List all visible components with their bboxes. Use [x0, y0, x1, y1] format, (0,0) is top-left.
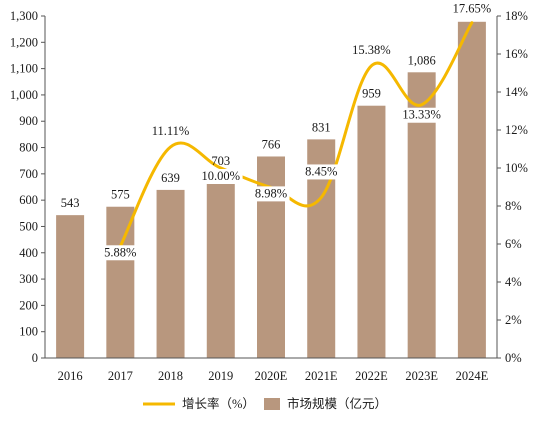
x-axis-ticks: 2016 2017 2018 2019 2020E 2021E 2022E 2023E 2024… [58, 369, 489, 383]
left-tick-label: 400 [19, 246, 38, 260]
x-tick-label: 2016 [58, 369, 83, 383]
line-label-background [450, 1, 494, 17]
left-tick-label: 100 [19, 325, 38, 339]
right-tick-label: 4% [505, 275, 522, 289]
left-tick-label: 800 [19, 141, 38, 155]
line-value-label: 15.38% [352, 43, 391, 57]
bar [357, 105, 386, 358]
line-value-label: 17.65% [453, 2, 492, 16]
growth-line [118, 21, 474, 248]
left-tick-label: 1,200 [10, 35, 38, 49]
x-tick-label: 2023E [405, 369, 438, 383]
x-tick-label: 2020E [255, 369, 288, 383]
x-tick-label: 2017 [108, 369, 133, 383]
bar-value-label: 766 [262, 137, 281, 151]
bar-series [56, 21, 486, 359]
line-label-background [101, 245, 139, 261]
line-label-background [302, 164, 340, 180]
left-tick-label: 500 [19, 219, 38, 233]
right-tick-label: 14% [505, 85, 528, 99]
bar-value-label: 1,086 [408, 53, 436, 67]
line-value-label: 13.33% [402, 108, 441, 122]
x-tick-label: 2021E [305, 369, 338, 383]
line-value-label: 10.00% [202, 169, 241, 183]
right-axis-ticks: 0% 2% 4% 6% 8% 10% 12% 14% 16% 18% [497, 9, 528, 365]
left-tick-label: 700 [19, 167, 38, 181]
right-tick-label: 2% [505, 313, 522, 327]
right-tick-label: 0% [505, 351, 522, 365]
left-tick-label: 200 [19, 298, 38, 312]
legend: 增长率（%） 市场规模（亿元） [143, 396, 387, 411]
line-label-background [349, 42, 394, 58]
bar-value-label: 959 [362, 87, 381, 101]
right-tick-label: 12% [505, 123, 528, 137]
line-label-background [399, 107, 444, 123]
line-value-label: 5.88% [104, 245, 136, 259]
line-series [118, 21, 474, 248]
right-tick-label: 8% [505, 199, 522, 213]
x-tick-label: 2024E [456, 369, 489, 383]
bar [156, 189, 185, 358]
legend-bar-swatch [264, 398, 280, 410]
right-tick-label: 10% [505, 161, 528, 175]
legend-bar-label: 市场规模（亿元） [287, 396, 387, 411]
left-tick-label: 600 [19, 193, 38, 207]
right-tick-label: 18% [505, 9, 528, 23]
x-tick-label: 2019 [208, 369, 233, 383]
left-tick-label: 1,000 [10, 88, 38, 102]
line-data-labels: 5.88% 11.11% 10.00% 8.98% 8.45% 15.38% 13.33% 1… [101, 1, 494, 261]
left-tick-label: 1,300 [10, 9, 38, 23]
bar-value-label: 703 [211, 154, 230, 168]
x-tick-label: 2022E [355, 369, 388, 383]
right-tick-label: 16% [505, 47, 528, 61]
bar-value-label: 543 [61, 196, 80, 210]
line-label-background [252, 186, 290, 202]
bar [206, 173, 235, 358]
line-label-background [198, 169, 243, 184]
axes [44, 16, 498, 359]
right-tick-label: 6% [505, 237, 522, 251]
left-tick-label: 0 [32, 351, 38, 365]
left-tick-label: 900 [19, 114, 38, 128]
line-value-label: 8.45% [305, 164, 337, 178]
line-label-background [148, 123, 193, 139]
line-value-label: 8.98% [255, 186, 287, 200]
bar-value-label: 639 [161, 171, 180, 185]
line-value-label: 11.11% [152, 124, 190, 138]
bar-value-label: 831 [312, 120, 331, 134]
bar [56, 215, 85, 358]
bar-value-label: 575 [111, 188, 130, 202]
left-tick-label: 1,100 [10, 62, 38, 76]
left-tick-label: 300 [19, 272, 38, 286]
legend-line-label: 增长率（%） [182, 396, 255, 411]
bar [106, 206, 135, 358]
left-axis-ticks: 0 100 200 300 400 500 600 700 800 900 1,000 1,100 1,… [10, 9, 45, 365]
bar [457, 21, 486, 359]
x-tick-label: 2018 [158, 369, 183, 383]
